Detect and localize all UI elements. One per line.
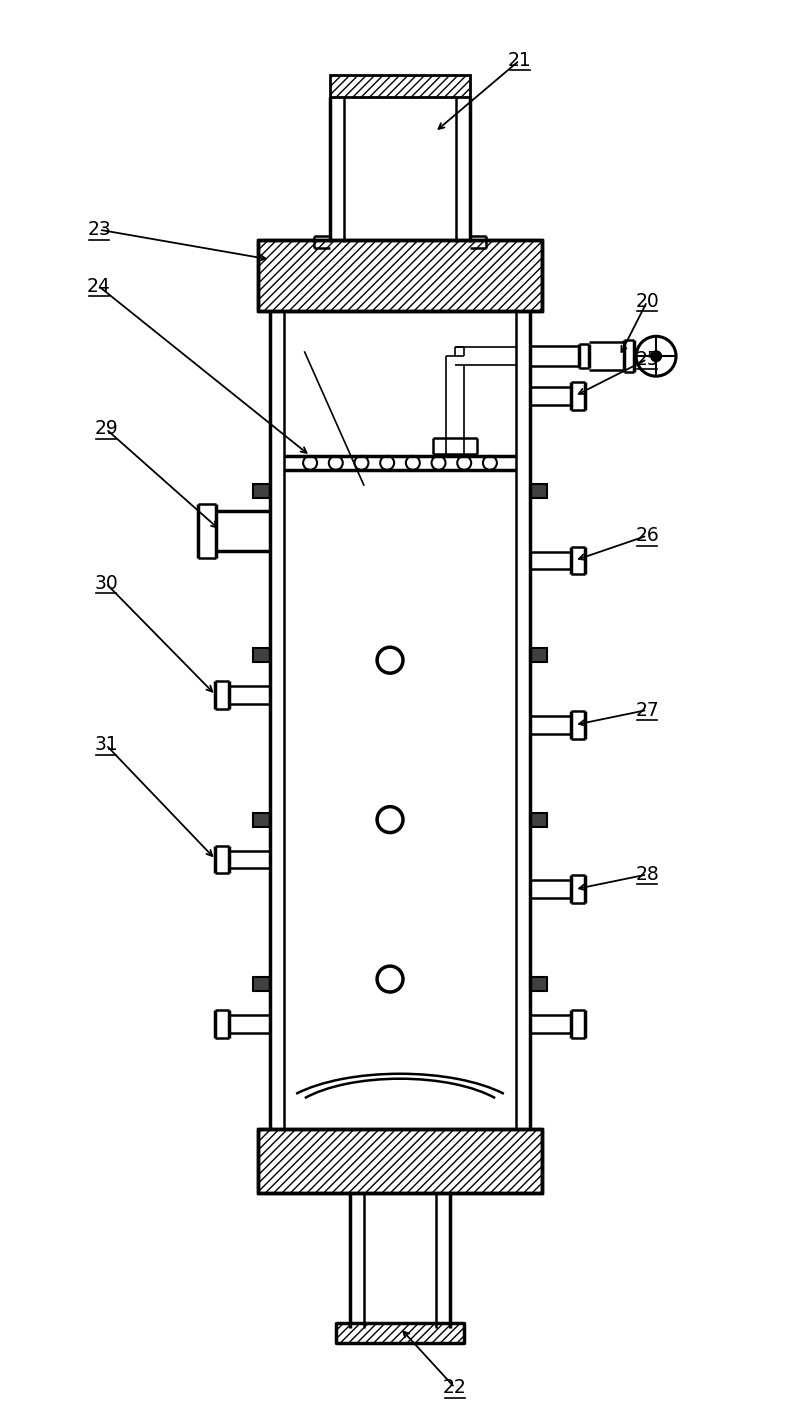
Bar [253, 977, 270, 991]
Bar [253, 648, 270, 662]
Bar [253, 813, 270, 826]
Text: 30: 30 [94, 574, 118, 592]
Text: 21: 21 [508, 51, 531, 70]
Bar [258, 239, 542, 312]
Circle shape [651, 352, 661, 362]
Bar [530, 484, 547, 498]
Text: 26: 26 [635, 525, 659, 545]
Bar [253, 484, 270, 498]
Text: 27: 27 [635, 701, 659, 719]
Bar [330, 75, 470, 97]
Text: 23: 23 [87, 221, 111, 239]
Bar [258, 1129, 542, 1193]
Bar [530, 813, 547, 826]
Text: 31: 31 [94, 735, 118, 755]
Text: 22: 22 [443, 1378, 466, 1397]
Text: 24: 24 [87, 278, 111, 296]
Text: 29: 29 [94, 420, 118, 439]
FancyBboxPatch shape [446, 347, 464, 365]
Bar [530, 977, 547, 991]
Bar [530, 648, 547, 662]
Bar [336, 1323, 464, 1343]
Text: 20: 20 [635, 292, 659, 310]
Text: 25: 25 [635, 350, 659, 369]
Text: 28: 28 [635, 864, 659, 884]
